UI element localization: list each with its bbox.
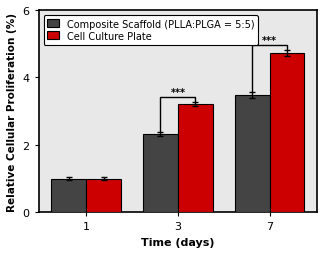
Bar [178,104,213,213]
Y-axis label: Relative Cellular Proliferation (%): Relative Cellular Proliferation (%) [7,13,17,211]
Bar [86,179,121,213]
X-axis label: Time (days): Time (days) [141,237,214,247]
Text: ***: *** [170,88,185,98]
Legend: Composite Scaffold (PLLA:PLGA = 5:5), Cell Culture Plate: Composite Scaffold (PLLA:PLGA = 5:5), Ce… [43,16,258,45]
Bar [143,134,178,213]
Bar [51,179,86,213]
Text: ***: *** [262,36,277,46]
Bar [270,54,305,213]
Bar [235,96,270,213]
